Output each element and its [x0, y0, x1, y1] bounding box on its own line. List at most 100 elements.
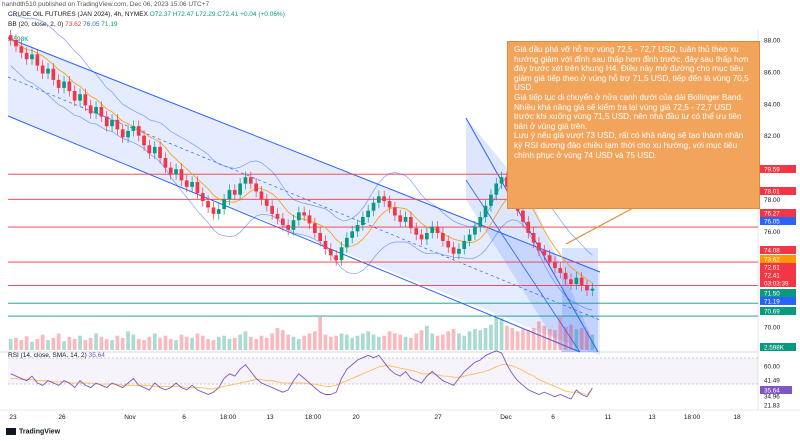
candle-body: [547, 255, 552, 262]
volume-bar: [377, 336, 381, 350]
volume-bar: [147, 336, 152, 350]
volume-bar: [425, 325, 429, 350]
analysis-note: Giá dầu phá vỡ hỗ trợ vùng 72,5 - 72,7 U…: [507, 41, 760, 209]
volume-bar: [88, 337, 93, 350]
volume-bar: [120, 337, 125, 350]
price-tick: 70.00: [764, 325, 781, 332]
bb-label: BB (20, close, 2, 0): [8, 21, 64, 28]
bb-legend: BB (20, close, 2, 0) 73.62 76.05 71.19: [8, 21, 118, 28]
candle-body: [227, 189, 232, 200]
volume-bar: [264, 337, 269, 350]
candle-body: [19, 46, 24, 53]
candle-body: [489, 194, 493, 206]
price-tag-bg: [760, 217, 796, 225]
candle-body: [419, 234, 424, 240]
candle-body: [168, 167, 173, 174]
candle-body: [99, 107, 104, 117]
volume-bar: [403, 336, 408, 350]
candle-body: [542, 250, 547, 256]
volume-bar: [387, 331, 392, 350]
volume-bar: [526, 330, 531, 350]
price-tag-bg: [760, 289, 796, 297]
note-paragraph-2: Giá tiếp tục di chuyển ở nửa cạnh dưới c…: [514, 92, 744, 131]
volume-bar: [531, 328, 536, 350]
candle-body: [473, 226, 477, 235]
volume-bar: [366, 331, 370, 350]
volume-bar: [126, 331, 130, 350]
candle-body: [254, 183, 258, 192]
candle-body: [286, 225, 290, 230]
volume-bar: [302, 335, 306, 350]
price-tick: 88.00: [764, 38, 781, 45]
candle-body: [270, 205, 274, 214]
rsi-label: RSI (14, close, SMA, 14, 2): [8, 352, 87, 359]
candle-body: [211, 207, 216, 214]
volume-bar: [585, 331, 589, 350]
channel-mid-line: [7, 76, 601, 321]
volume-tag-label: 2.598K: [764, 345, 785, 352]
candle-body: [563, 272, 568, 280]
candle-body: [361, 217, 365, 225]
candle-body: [275, 213, 280, 219]
candle-body: [147, 145, 152, 154]
candle-body: [72, 91, 77, 101]
candle-body: [297, 212, 301, 221]
candle-body: [430, 226, 435, 233]
price-tag-bg: [760, 187, 796, 195]
volume-bar: [227, 339, 232, 350]
candle-body: [505, 177, 509, 187]
candle-body: [222, 199, 226, 210]
price-tag-label: 73.62: [764, 257, 780, 264]
volume-bar: [19, 340, 24, 350]
volume-bar: [361, 333, 365, 350]
candle-body: [291, 220, 296, 230]
candle-body: [184, 180, 189, 187]
price-tag-bg: [760, 246, 796, 254]
rsi-sma-line: [10, 364, 593, 395]
volume-bar: [67, 336, 72, 350]
candle-body: [83, 94, 88, 106]
volume-bar: [355, 335, 360, 350]
volume-bar: [286, 334, 290, 350]
price-tag-label: 78.01: [764, 189, 780, 196]
bb-basis-line: [10, 39, 593, 283]
rsi-tick: 41.49: [764, 378, 780, 385]
volume-bar: [350, 337, 354, 350]
candle-body: [526, 221, 531, 233]
candle-body: [281, 218, 285, 225]
volume-bar: [30, 341, 34, 351]
candle-body: [323, 241, 328, 249]
volume-bar: [521, 329, 525, 350]
bb-basis-value: 73.62: [65, 21, 82, 28]
price-tick: 76.00: [764, 229, 781, 236]
candle-body: [14, 40, 18, 47]
candle-body: [414, 228, 419, 235]
candle-body: [403, 217, 408, 222]
rsi-band-fill: [8, 358, 758, 384]
rsi-line: [10, 350, 593, 400]
bb-lower-band: [10, 65, 593, 311]
candle-body: [30, 54, 34, 60]
time-tick: 6: [182, 414, 186, 421]
volume-bar: [243, 331, 248, 350]
volume-bar: [78, 335, 82, 350]
volume-bar: [446, 331, 451, 350]
time-tick: 18:00: [305, 414, 322, 421]
volume-bar: [483, 328, 488, 350]
price-tag-label: 03:03:39: [764, 281, 789, 288]
volume-bar: [24, 336, 29, 351]
note-paragraph-1: Giá dầu phá vỡ hỗ trợ vùng 72,5 - 72,7 U…: [514, 45, 749, 93]
channel-lower-line: [7, 115, 581, 353]
volume-bar: [62, 341, 66, 350]
time-tick: 20: [352, 414, 360, 421]
volume-bar: [579, 328, 584, 350]
rsi-tick: 21.83: [764, 403, 780, 410]
candle-body: [67, 81, 72, 92]
candle-body: [446, 241, 451, 248]
price-tag-bg: [760, 209, 796, 217]
volume-bar: [329, 336, 333, 350]
price-tag-label: 71.19: [764, 299, 780, 306]
candle-body: [94, 107, 98, 114]
time-tick: Nov: [124, 414, 136, 421]
